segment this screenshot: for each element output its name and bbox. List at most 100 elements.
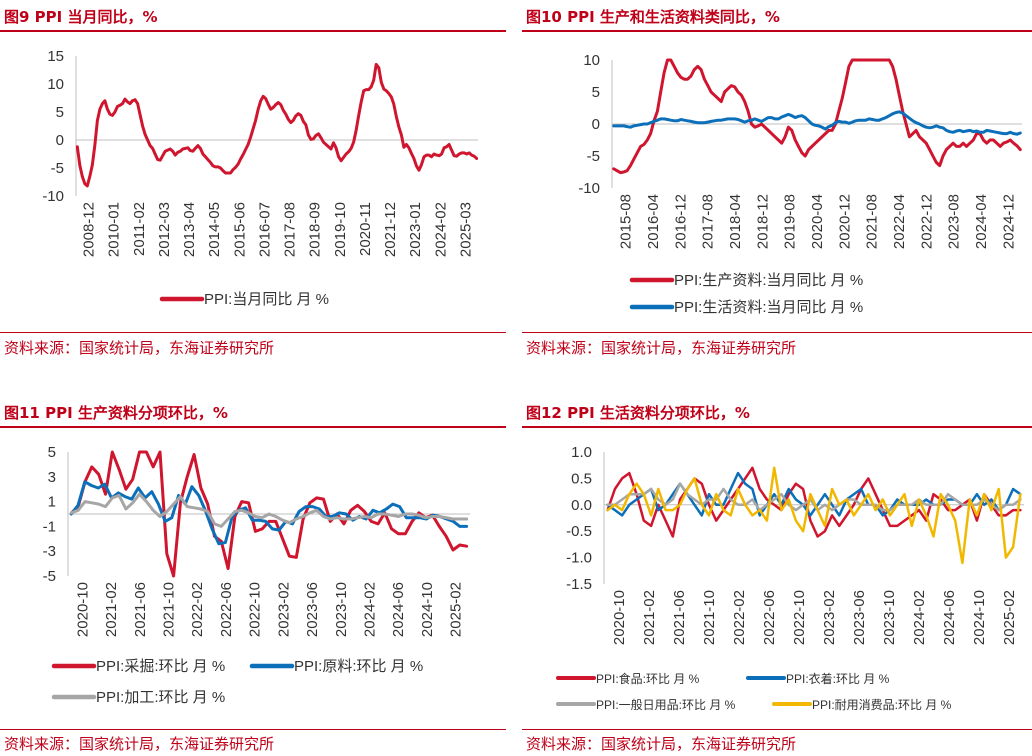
- x-tick-label: 2016-07: [256, 202, 273, 257]
- series-group: [69, 450, 469, 578]
- x-tick-label: 2022-10: [247, 582, 264, 637]
- x-tick-label: 2024-12: [1000, 194, 1017, 249]
- x-tick-label: 2018-12: [754, 194, 771, 249]
- x-tick-label: 2013-04: [181, 202, 198, 257]
- x-tick-label: 2015-08: [618, 194, 635, 249]
- source-rule: [522, 332, 1032, 333]
- title-rule: [0, 30, 506, 32]
- y-tick-label: -5: [587, 148, 600, 165]
- source-rule: [0, 332, 506, 333]
- chart-title: 图9 PPI 当月同比，%: [4, 8, 158, 26]
- chart-panel-1: 图9 PPI 当月同比，% 15 10 5 0 -5 -10 2008-12 2010-01 2…: [0, 0, 506, 370]
- x-tick-label: 2016-04: [645, 194, 662, 249]
- source-note: 资料来源：国家统计局，东海证券研究所: [4, 339, 275, 357]
- y-tick-label: 0.0: [571, 497, 592, 514]
- x-tick-label: 2020-12: [836, 194, 853, 249]
- source-note: 资料来源：国家统计局，东海证券研究所: [526, 339, 797, 357]
- y-tick-label: 0.5: [571, 470, 592, 487]
- x-tick-label: 2023-01: [407, 202, 424, 257]
- y-tick-label: -1.5: [566, 576, 592, 593]
- chart-svg: 15 10 5 0 -5 -10 2008-12 2010-01 2011-02 2012-03 2…: [42, 48, 478, 308]
- x-tick-label: 2023-10: [881, 590, 898, 645]
- series-line-1: [612, 58, 1022, 175]
- x-tick-label: 2011-02: [131, 202, 148, 256]
- x-tick-label: 2023-10: [333, 582, 350, 637]
- x-tick-label: 2020-11: [357, 202, 374, 256]
- x-tick-label: 2021-08: [864, 194, 881, 249]
- series-group: [76, 62, 478, 188]
- legend-label: PPI:一般日用品:环比 月 %: [596, 697, 736, 712]
- x-tick-label: 2022-06: [761, 590, 778, 645]
- chart-panel-4: 图12 PPI 生活资料分项环比，% 1.0 0.5 0.0 -0.5 -1.0 -1.5…: [522, 396, 1032, 756]
- y-tick-label: 0: [592, 116, 600, 133]
- title-rule: [0, 426, 506, 428]
- x-tick-label: 2021-12: [382, 202, 399, 257]
- y-tick-label: 0: [56, 132, 64, 149]
- x-tick-label: 2025-02: [448, 582, 465, 637]
- source-rule: [522, 729, 1032, 730]
- y-tick-label: 15: [47, 48, 64, 65]
- legend-label: PPI:衣着:环比 月 %: [786, 671, 890, 686]
- x-tick-label: 2020-04: [809, 194, 826, 249]
- series-line-4: [606, 466, 1022, 565]
- y-tick-label: 5: [592, 84, 600, 101]
- x-tick-label: 2021-02: [641, 590, 658, 645]
- title-rule: [522, 426, 1032, 428]
- x-tick-label: 2021-10: [701, 590, 718, 645]
- x-tick-label: 2021-06: [132, 582, 149, 637]
- x-tick-label: 2023-08: [946, 194, 963, 249]
- y-tick-label: -10: [42, 188, 64, 205]
- y-tick-label: 10: [583, 52, 600, 69]
- x-tick-label: 2024-10: [419, 582, 436, 637]
- x-tick-label: 2023-06: [304, 582, 321, 637]
- x-tick-label: 2017-08: [700, 194, 717, 249]
- title-rule: [522, 30, 1032, 32]
- x-tick-label: 2020-10: [611, 590, 628, 645]
- x-tick-label: 2020-10: [74, 582, 91, 637]
- y-tick-label: 5: [48, 444, 56, 461]
- x-tick-label: 2024-02: [911, 590, 928, 645]
- x-tick-label: 2022-02: [731, 590, 748, 645]
- source-note: 资料来源：国家统计局，东海证券研究所: [4, 735, 275, 753]
- legend-label: PPI:耐用消费品:环比 月 %: [812, 698, 952, 712]
- legend-label: PPI:生产资料:当月同比 月 %: [674, 272, 863, 289]
- x-tick-label: 2025-02: [1001, 590, 1018, 645]
- y-tick-label: 3: [48, 469, 56, 486]
- x-tick-label: 2024-02: [362, 582, 379, 637]
- x-tick-label: 2014-05: [206, 202, 223, 257]
- series-line-2: [69, 480, 469, 546]
- x-tick-label: 2021-02: [103, 582, 120, 637]
- source-rule: [0, 729, 506, 730]
- chart-svg: 5 3 1 -1 -3 -5 2020-10 2021-02 2021-06 2021-10 202…: [43, 444, 470, 706]
- x-tick-label: 2017-08: [282, 202, 299, 257]
- legend-label: PPI:生活资料:当月同比 月 %: [674, 299, 863, 316]
- x-tick-label: 2025-03: [457, 202, 474, 257]
- x-tick-label: 2019-10: [332, 202, 349, 257]
- y-tick-label: -10: [578, 180, 600, 197]
- chart-svg: 10 5 0 -5 -10 2015-08 2016-04 2016-12 2017-08 201…: [578, 52, 1022, 316]
- x-tick-label: 2023-02: [821, 590, 838, 645]
- x-tick-label: 2008-12: [81, 202, 98, 257]
- chart-title: 图12 PPI 生活资料分项环比，%: [526, 404, 750, 422]
- series-group: [606, 466, 1022, 565]
- chart-panel-2: 图10 PPI 生产和生活资料类同比，% 10 5 0 -5 -10 2015-08 201…: [522, 0, 1032, 370]
- x-tick-label: 2019-08: [782, 194, 799, 249]
- x-tick-label: 2022-04: [891, 194, 908, 249]
- x-tick-label: 2023-06: [851, 590, 868, 645]
- legend-label: PPI:当月同比 月 %: [204, 291, 329, 308]
- y-tick-label: 5: [56, 104, 64, 121]
- series-group: [612, 58, 1022, 175]
- x-tick-label: 2024-02: [432, 202, 449, 257]
- series-line-1: [76, 62, 478, 188]
- x-tick-label: 2024-10: [971, 590, 988, 645]
- chart-panel-3: 图11 PPI 生产资料分项环比，% 5 3 1 -1 -3 -5 2020-10 2021-…: [0, 396, 506, 756]
- series-line-1: [69, 450, 469, 578]
- x-tick-label: 2022-10: [791, 590, 808, 645]
- y-tick-label: 1.0: [571, 444, 592, 461]
- y-tick-label: -5: [43, 568, 56, 585]
- y-tick-label: 1: [48, 494, 56, 511]
- x-tick-label: 2024-04: [973, 194, 990, 249]
- x-tick-label: 2022-02: [189, 582, 206, 637]
- chart-svg: 1.0 0.5 0.0 -0.5 -1.0 -1.5 2020-10 2021-02 2021-…: [556, 444, 1024, 712]
- y-tick-label: 10: [47, 76, 64, 93]
